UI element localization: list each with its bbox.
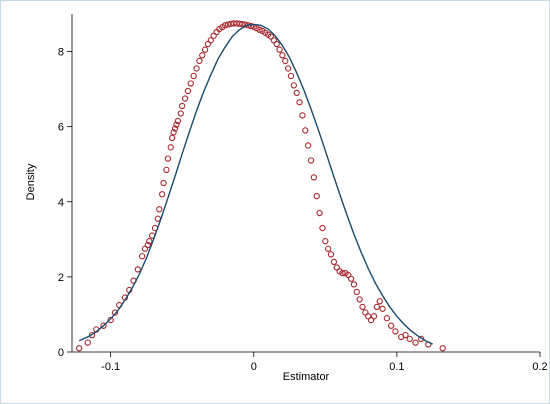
kernel-density-point: [134, 266, 141, 273]
kernel-density-point: [181, 95, 189, 102]
kernel-density-point: [199, 52, 206, 59]
kernel-density-point: [239, 20, 246, 28]
kernel-density-point: [169, 134, 176, 142]
kernel-density-point: [167, 144, 174, 151]
x-axis-label: Estimator: [283, 371, 330, 383]
kernel-density-point: [146, 238, 153, 245]
kernel-density-point: [88, 331, 96, 339]
kernel-density-point: [207, 37, 214, 44]
kernel-density-point: [299, 112, 306, 119]
kernel-density-point: [193, 65, 200, 72]
x-tick-label: 0.1: [389, 361, 404, 373]
kernel-density-point: [187, 80, 194, 87]
kernel-density-point: [356, 296, 363, 303]
kernel-density-point: [273, 40, 280, 48]
kernel-density-point: [111, 309, 119, 316]
kernel-density-point: [164, 155, 172, 162]
kernel-density-point: [170, 129, 177, 136]
kernel-density-point: [224, 21, 232, 28]
kernel-density-point: [287, 72, 295, 80]
kernel-density-point: [325, 245, 332, 252]
series-layer: [76, 20, 446, 352]
kernel-density-point: [412, 339, 419, 346]
kernel-density-point: [159, 191, 166, 198]
y-axis: 0 2 4 6 8 Density: [25, 14, 73, 359]
kernel-density-point: [383, 315, 391, 322]
kernel-density-point: [282, 57, 289, 65]
kernel-density-point: [316, 209, 323, 217]
kernel-density-point: [138, 253, 146, 260]
kernel-density-point: [313, 192, 320, 200]
x-tick-label: 0: [251, 361, 257, 373]
kernel-density-point: [107, 316, 114, 324]
kernel-density-point: [196, 57, 203, 65]
kernel-density-point: [284, 65, 292, 72]
kernel-density-point: [350, 281, 358, 288]
x-tick-label: -0.1: [101, 361, 120, 373]
kernel-density-point: [290, 82, 297, 89]
kernel-density-point: [247, 22, 255, 30]
kernel-density-point: [296, 99, 303, 106]
kernel-density-point: [339, 269, 346, 277]
kernel-density-point: [310, 174, 318, 181]
kernel-density-point: [171, 125, 179, 132]
kernel-density-point: [353, 288, 360, 296]
kernel-density-point: [402, 331, 409, 339]
kernel-density-point: [174, 117, 182, 125]
kernel-density-point: [376, 298, 383, 305]
x-tick-label: 0.2: [532, 361, 547, 373]
kernel-density-point: [184, 87, 192, 95]
kernel-density-point: [322, 238, 329, 245]
plot-area: [72, 14, 540, 352]
kernel-density-point: [201, 46, 209, 53]
kernel-density-point: [373, 303, 380, 311]
kernel-density-point: [304, 142, 312, 149]
kernel-density-point: [392, 328, 399, 335]
y-tick-label: 6: [58, 122, 64, 134]
y-axis-label: Density: [25, 163, 37, 200]
kernel-density-point: [236, 20, 243, 27]
kernel-density-point: [100, 322, 107, 329]
kernel-density-point: [173, 121, 180, 128]
kernel-density-point: [276, 46, 283, 53]
kernel-density-point: [293, 89, 300, 97]
kernel-density-point: [144, 241, 152, 249]
kernel-density-point: [388, 322, 395, 329]
kernel-density-point: [319, 224, 326, 232]
kernel-density-point: [221, 22, 229, 29]
kernel-density-point: [256, 26, 263, 33]
x-axis: -0.1 0 0.1 0.2 Estimator: [72, 351, 548, 383]
kernel-density-point: [160, 179, 167, 187]
kernel-density-point: [279, 52, 286, 59]
kernel-density-point: [84, 339, 91, 346]
kernel-density-point: [347, 275, 355, 282]
y-tick-label: 0: [58, 347, 64, 359]
kernel-density-point: [177, 110, 184, 117]
kernel-density-point: [370, 313, 378, 320]
kernel-density-point: [163, 166, 170, 174]
kernel-density-point: [179, 102, 186, 110]
x-ticks: -0.1 0 0.1 0.2: [101, 352, 548, 373]
kernel-density-point: [190, 72, 197, 80]
normal-density-line: [78, 23, 433, 345]
kernel-density-point: [379, 305, 386, 312]
kernel-density-point: [406, 335, 413, 343]
kernel-density-point: [76, 345, 83, 352]
kernel-density-point: [327, 251, 335, 258]
y-ticks: 0 2 4 6 8: [58, 47, 72, 359]
y-tick-label: 2: [58, 272, 64, 284]
kernel-density-point: [307, 157, 315, 164]
kernel-density-point: [233, 20, 240, 27]
y-tick-label: 8: [58, 47, 64, 59]
kernel-density-point: [302, 127, 309, 134]
y-tick-label: 4: [58, 197, 64, 209]
kernel-density-point: [359, 303, 366, 311]
kernel-density-point: [439, 345, 446, 352]
kernel-density-point: [156, 206, 163, 213]
kernel-density-point: [330, 258, 338, 266]
